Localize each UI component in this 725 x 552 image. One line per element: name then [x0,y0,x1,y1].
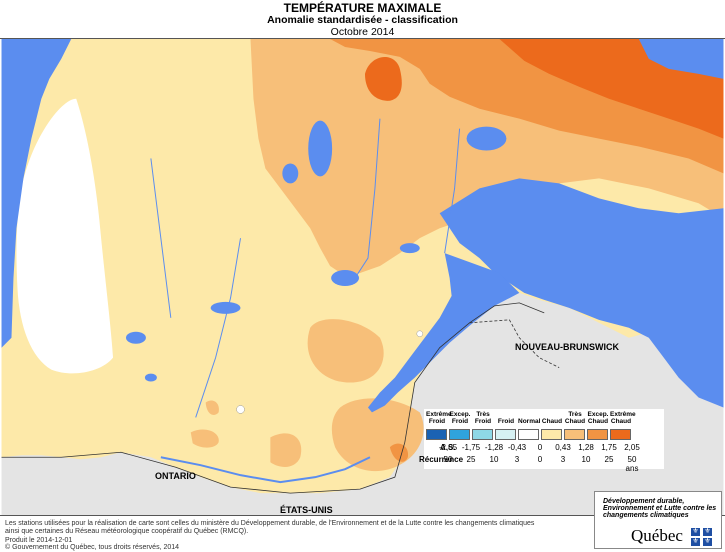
legend-swatch [495,429,516,440]
rivers [150,118,461,418]
legend-recurrence-value: 3 [560,455,566,464]
map-subtitle: Anomalie standardisée - classification [267,14,458,26]
quebec-boundary [1,302,545,494]
region-normal-west [16,98,114,374]
legend-swatch [449,429,470,440]
footer-copyright: © Gouvernement du Québec, tous droits ré… [5,544,180,551]
legend-recurrence-value: 50 ans [625,455,639,473]
quebec-logo: Développement durable, Environnement et … [594,491,722,549]
nb-boundary [469,319,560,368]
region-tres-chaud-s1 [307,319,384,383]
legend-swatch [426,429,447,440]
fleur-de-lis-icon: ⚜ [703,528,712,536]
legend-as-value: 1,28 [578,443,594,452]
legend-row-as: A.S. [440,443,456,452]
fleur-de-lis-icon: ⚜ [691,528,700,536]
legend-as-value: 0,43 [555,443,571,452]
james-bay [1,39,72,348]
ne-water [638,39,724,79]
logo-name: Québec [631,526,683,545]
legend-class-label: Excep. Froid [449,411,471,425]
legend-class-label: Très Froid [474,411,492,425]
footer-produced: Produit le 2014-12-01 [5,537,73,544]
legend-as-value: -0,43 [507,443,527,452]
anomaly-map [0,38,725,516]
legend-recurrence-value: 25 [466,455,476,464]
legend-recurrence-value: 3 [514,455,520,464]
legend-swatch [587,429,608,440]
legend-swatch [564,429,585,440]
lakes [125,120,507,382]
gulf-water [439,178,724,408]
legend-swatch [541,429,562,440]
legend-class-label: Chaud [541,418,563,425]
ottawa-river [160,456,371,484]
legend-recurrence-value: 50 [443,455,453,464]
legend-class-label: Excep. Chaud [587,411,609,425]
legend-class-label: Normal [518,418,541,425]
legend-as-value: 0 [537,443,543,452]
legend-swatch [518,429,539,440]
map-title: TEMPÉRATURE MAXIMALE [283,1,442,15]
legend-recurrence-value: 10 [581,455,591,464]
footer-line2: ainsi que certaines du Réseau météorolog… [5,528,249,535]
legend-row-recurrence: Récurrence [419,455,464,464]
station-dot [236,405,245,414]
logo-ministry: Développement durable, Environnement et … [603,498,717,519]
legend-as-value: -2,05 [438,443,458,452]
legend-class-label: Très Chaud [564,411,586,425]
fleur-de-lis-icon: ⚜ [703,538,712,546]
label-ontario: ONTARIO [155,471,196,481]
station-dot [416,330,423,337]
region-tres-chaud-s5 [205,400,219,415]
legend-class-label: Froid [497,418,515,425]
legend-as-value: 1,75 [601,443,617,452]
footer-line1: Les stations utilisées pour la réalisati… [5,520,535,527]
label-etats-unis: ÉTATS-UNIS [280,505,333,515]
st-lawrence-river [367,253,520,413]
legend-swatch [610,429,631,440]
region-extreme-chaud-n [364,57,402,101]
legend-as-value: 2,05 [624,443,640,452]
map-period: Octobre 2014 [330,26,395,38]
region-tres-chaud-s4 [190,429,219,448]
legend-as-value: -1,75 [461,443,481,452]
legend: Extrême Froid Excep. Froid Très Froid Froid… [419,409,664,473]
title-block: TEMPÉRATURE MAXIMALE Anomalie standardis… [0,0,725,38]
region-tres-chaud-s3 [270,433,302,467]
legend-class-label: Extrême Chaud [610,411,636,425]
legend-recurrence-value: 0 [537,455,543,464]
fleur-de-lis-icon: ⚜ [691,538,700,546]
legend-class-label: Extrême Froid [426,411,452,425]
legend-recurrence-value: 25 [604,455,614,464]
legend-recurrence-value: 10 [489,455,499,464]
legend-as-value: -1,28 [484,443,504,452]
label-nouveau-brunswick: NOUVEAU-BRUNSWICK [515,342,619,352]
legend-swatch [472,429,493,440]
